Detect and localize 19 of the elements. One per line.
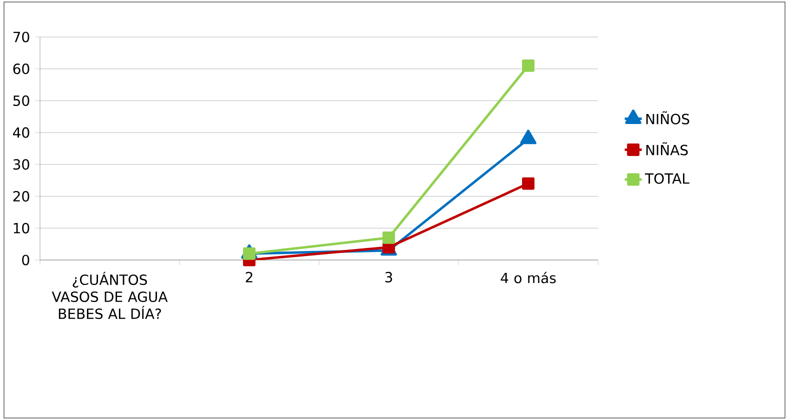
y-tick-label: 30: [13, 159, 30, 170]
y-tick-label: 50: [13, 95, 30, 106]
legend-label: NIÑOS: [646, 111, 690, 124]
point: [522, 59, 534, 72]
x-tick-label: 4 o más: [500, 272, 556, 284]
y-tick-label: 20: [13, 190, 30, 202]
y-tick-label: 40: [13, 127, 30, 138]
x-tick-label: 2: [246, 272, 252, 282]
x-tick-label: ¿CUÁNTOS VASOS DE AGUA BEBES AL DÍA?: [52, 272, 168, 320]
legend-label: NIÑAS: [646, 142, 688, 156]
y-tick-label: 10: [14, 222, 30, 234]
x-tick-label: 3: [385, 272, 392, 282]
y-tick-label: 60: [13, 64, 30, 74]
point: [522, 177, 534, 190]
y-tick-label: 0: [22, 254, 30, 266]
point: [243, 247, 256, 260]
point: [382, 231, 395, 244]
legend-label: TOTAL: [644, 173, 690, 184]
y-tick-label: 70: [13, 32, 30, 42]
